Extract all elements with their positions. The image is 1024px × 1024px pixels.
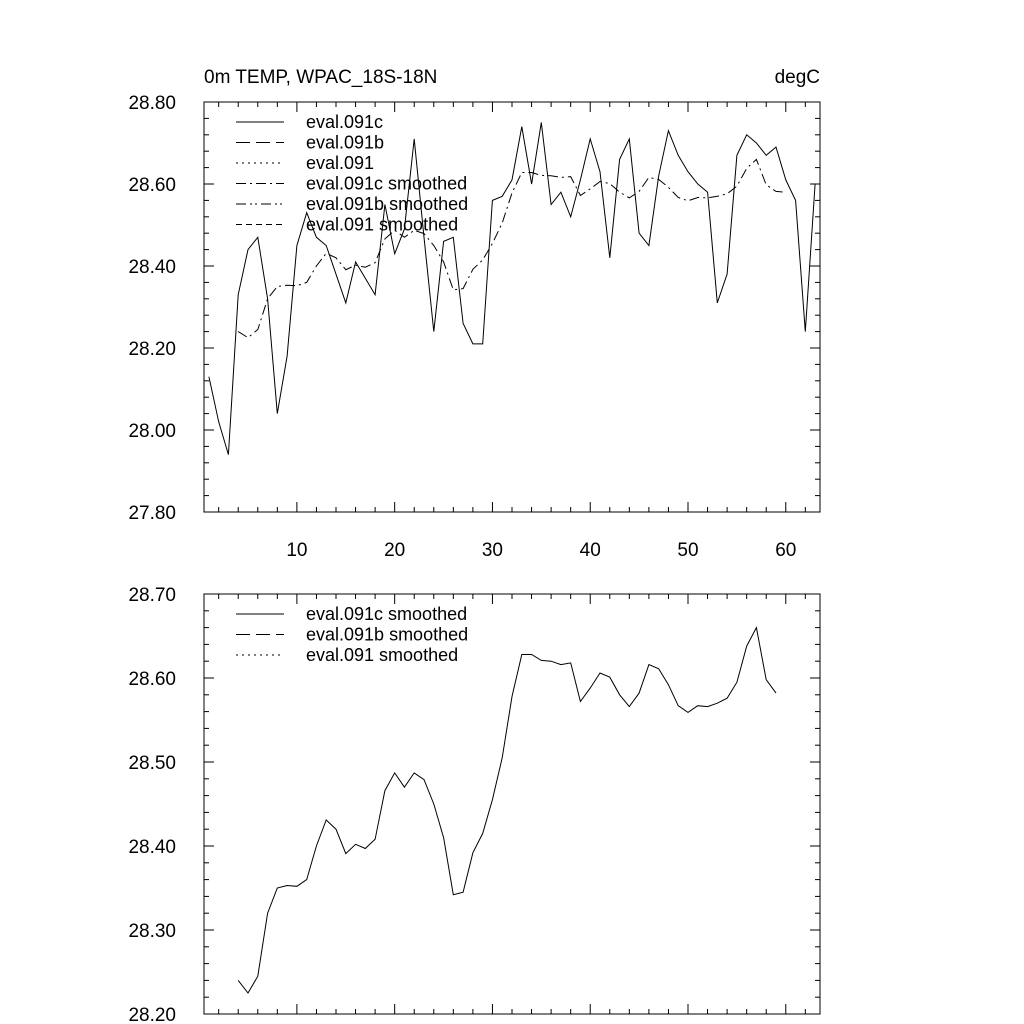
legend-label: eval.091c smoothed: [306, 604, 467, 624]
x-tick-label: 50: [677, 540, 698, 561]
legend-label: eval.091: [306, 153, 374, 173]
y-tick-label: 28.70: [128, 585, 176, 606]
x-tick-label: 10: [286, 540, 307, 561]
legend-label: eval.091b smoothed: [306, 625, 468, 645]
y-tick-label: 27.80: [128, 503, 176, 524]
y-tick-label: 28.20: [128, 339, 176, 360]
x-tick-label: 40: [580, 540, 601, 561]
y-tick-label: 28.50: [128, 753, 176, 774]
y-tick-label: 28.40: [128, 257, 176, 278]
y-tick-label: 28.40: [128, 837, 176, 858]
series-line-eval-091c-smoothed: [237, 626, 777, 994]
x-tick-label: 20: [384, 540, 405, 561]
y-tick-label: 28.30: [128, 921, 176, 942]
y-tick-label: 28.60: [128, 669, 176, 690]
top-panel: 0m TEMP, WPAC_18S-18N degC 27.80 28.00 28.…: [128, 67, 821, 561]
x-tick-label: 30: [482, 540, 503, 561]
plot-frame: [203, 101, 821, 513]
chart-title: 0m TEMP, WPAC_18S-18N: [204, 67, 437, 88]
axis-ticks: 27.80 28.00 28.20 28.40 28.60 28.80 10 20 30 40 50…: [128, 93, 820, 561]
legend-label: eval.091b: [306, 133, 384, 153]
series-group: [208, 122, 816, 455]
bottom-panel: 28.20 28.30 28.40 28.50 28.60 28.70 eval.091c…: [128, 585, 821, 1024]
legend-label: eval.091c smoothed: [306, 174, 467, 194]
x-tick-label: 60: [775, 540, 796, 561]
y-tick-label: 28.20: [128, 1005, 176, 1024]
legend-label: eval.091b smoothed: [306, 194, 468, 214]
y-tick-label: 28.00: [128, 421, 176, 442]
axis-ticks: 28.20 28.30 28.40 28.50 28.60 28.70: [128, 585, 820, 1024]
plot-frame: [203, 593, 821, 1015]
legend-label: eval.091c: [306, 112, 383, 132]
series-group: [237, 626, 777, 994]
y-tick-label: 28.80: [128, 93, 176, 114]
legend-label: eval.091 smoothed: [306, 215, 458, 235]
units-label: degC: [775, 67, 820, 88]
y-tick-label: 28.60: [128, 175, 176, 196]
series-line-eval-091c-smoothed: [237, 158, 786, 339]
legend-label: eval.091 smoothed: [306, 645, 458, 665]
series-line-eval-091c: [208, 122, 816, 455]
